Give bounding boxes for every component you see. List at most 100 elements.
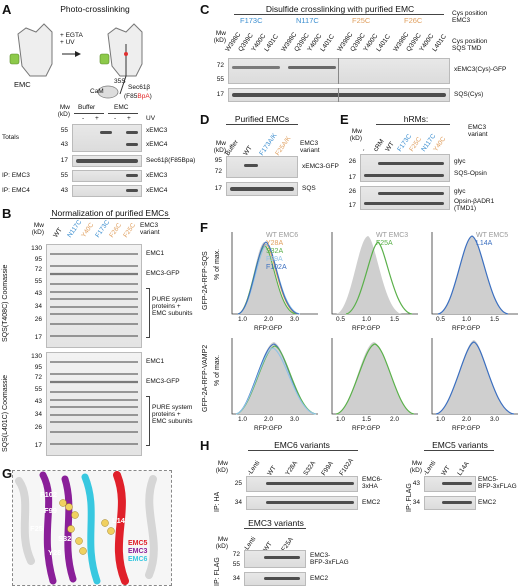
panel-b-gel2-mw-95: 95	[34, 364, 42, 371]
f-r1c1-t3: 3.0	[290, 316, 300, 323]
panel-a-uv-header: UV	[146, 115, 156, 122]
f-r1c2-curves	[336, 236, 413, 315]
panel-a-uv-sign-4: +	[127, 115, 131, 122]
h-emc6-lane-4: S32A	[302, 459, 318, 477]
panel-b-gel1-mw-130: 130	[31, 245, 42, 252]
h-emc3-mw-72: 72	[232, 551, 240, 558]
h-emc6-lane-1: -Lenti	[246, 459, 262, 477]
panel-a-egta-uv-label: + EGTA + UV	[60, 32, 83, 46]
panel-b-gel1-pure: PURE system proteins + EMC subunits	[152, 296, 193, 317]
panel-c-group-f173c: F173C	[240, 16, 263, 25]
g-res-f25: F25	[30, 524, 43, 533]
panel-e-mw-label: Mw (kD)	[349, 128, 362, 142]
h-emc3-label-1: EMC3- BFP-3xFLAG	[310, 552, 349, 566]
panel-b-gel1-mw-26: 26	[34, 316, 42, 323]
panel-a-blot-ip-emc4	[72, 185, 142, 197]
panel-b-variant-label: EMC3 variant	[140, 222, 160, 236]
g-leg-emc6: EMC6	[128, 556, 148, 563]
f-r1c2-xlabel: RFP:GFP	[352, 325, 381, 332]
panel-d-lane-f25ak: F25A/K	[274, 135, 293, 157]
panel-h-letter: H	[200, 438, 210, 453]
panel-c-mw-label: Mw (kD)	[213, 30, 226, 44]
panel-b-gel1-emc1: EMC1	[146, 250, 165, 257]
panel-c-blot-xemc3	[228, 58, 450, 84]
h-emc3-mw-label: Mw (kD)	[215, 536, 228, 550]
panel-b-gel2-mw-130: 130	[31, 353, 42, 360]
panel-d-mw-17: 17	[214, 185, 222, 192]
panel-b-gel2-pure: PURE system proteins + EMC subunits	[152, 404, 193, 425]
f-c1-y28a: Y28A	[266, 240, 284, 247]
panel-a-bpa-label: BpA	[137, 93, 150, 100]
panel-c-xemc3-label: xEMC3(Cys)-GFP	[454, 66, 507, 73]
f-r2c1-t1: 1.0	[238, 416, 248, 423]
panel-a-blot-ip-emc3	[72, 170, 142, 182]
f-r2c2-xlabel: RFP:GFP	[352, 425, 381, 432]
panel-e-glyc-2: glyc	[454, 188, 466, 195]
panel-b-gel-1	[46, 244, 142, 348]
panel-e-lane-none: -	[360, 147, 368, 153]
panel-e-lane-crm: cRM	[372, 138, 386, 153]
panel-c-mw-55: 55	[216, 76, 224, 83]
f-r2c2-t2: 1.5	[362, 416, 372, 423]
panel-c-mw-17: 17	[216, 91, 224, 98]
panel-a-mw-55: 55	[60, 127, 68, 134]
f-r2c1-t3: 3.0	[290, 416, 300, 423]
f-r1c2-t3: 1.5	[390, 316, 400, 323]
panel-b-gel2-emc1: EMC1	[146, 358, 165, 365]
panel-d-lane-buffer: Buffer	[224, 138, 240, 157]
h-emc6-lane-5: F99A	[320, 460, 335, 477]
h-emc5-lane-1: -Lenti	[422, 459, 438, 477]
panel-a-letter: A	[2, 2, 12, 17]
f-r1c1-curves	[237, 241, 301, 315]
h-emc5-title: EMC5 variants	[432, 440, 488, 450]
panel-a-blot-totals	[72, 124, 142, 152]
f-c1-wt: WT EMC6	[266, 232, 299, 239]
panel-a-buffer-header: Buffer	[78, 104, 96, 111]
g-res-s32: S32	[58, 534, 72, 543]
f-c1-f102a: F102A	[266, 264, 287, 271]
panel-b-gel-2-side-label: SQS(L401C) Coomassie	[2, 374, 9, 452]
f-r1c3-xlabel: RFP:GFP	[452, 325, 481, 332]
panel-b-gel-2-bands	[50, 361, 138, 445]
f-c2-wt: WT EMC3	[376, 232, 409, 239]
panel-a-ip-xemc3-label: xEMC3	[146, 172, 168, 179]
panel-b-gel2-mw-26: 26	[34, 424, 42, 431]
panel-c-cys-emc3: Cys position EMC3	[452, 10, 488, 24]
h-emc3-title: EMC3 variants	[248, 518, 304, 528]
panel-c-group-f26c: F26C	[404, 16, 423, 25]
panel-e-mw-26a: 26	[348, 158, 356, 165]
f-r2c3-t3: 3.0	[490, 416, 500, 423]
h-emc6-title: EMC6 variants	[274, 440, 330, 450]
panel-b-gel1-emc3gfp: EMC3-GFP	[146, 270, 180, 277]
panel-b-mw-label: Mw (kD)	[31, 222, 44, 236]
h-emc6-lane-6: F102A	[338, 457, 355, 477]
panel-a-mw-17: 17	[60, 157, 68, 164]
panel-a-emc-label: EMC	[14, 80, 31, 89]
panel-b-gel2-mw-34: 34	[34, 411, 42, 418]
panel-b-gel-2	[46, 352, 142, 456]
f-r2c3-t1: 1.0	[436, 416, 446, 423]
panel-d-xemc3-label: xEMC3-GFP	[302, 163, 339, 170]
panel-a-f85-label: (F85BpA)	[124, 93, 152, 100]
panel-b-gel1-mw-55: 55	[34, 278, 42, 285]
panel-e-blot-2	[360, 186, 450, 210]
panel-e-sqs-opsin: SQS-Opsin	[454, 170, 487, 177]
panel-a-cam-label: CaM	[90, 88, 104, 95]
panel-a-ip-xemc4-label: xEMC4	[146, 187, 168, 194]
panel-f-letter: F	[200, 220, 208, 235]
panel-b-gel1-mw-17: 17	[34, 334, 42, 341]
h-emc3-mw-34: 34	[232, 575, 240, 582]
h-emc5-lane-3: L14A	[456, 460, 471, 477]
panel-e-title: hRMs:	[403, 114, 429, 124]
panel-b-lane-y40c: Y40C	[80, 221, 96, 239]
panel-b-lane-f25c: F25C	[122, 221, 138, 239]
h-emc5-ip: IP: FLAG	[406, 483, 413, 512]
panel-f-c2-legend: WT EMC3 F25A	[376, 232, 408, 248]
panel-a-emc-header: EMC	[114, 104, 129, 111]
panel-f-row1-ylabel: % of max.	[214, 248, 221, 280]
f-r2c3-xlabel: RFP:GFP	[452, 425, 481, 432]
f-c1-s32a: S32A	[266, 248, 284, 255]
f-r1c3-t1: 0.5	[436, 316, 446, 323]
f-r2c2-t3: 2.0	[390, 416, 400, 423]
panel-a-xemc4-label: xEMC4	[146, 141, 168, 148]
